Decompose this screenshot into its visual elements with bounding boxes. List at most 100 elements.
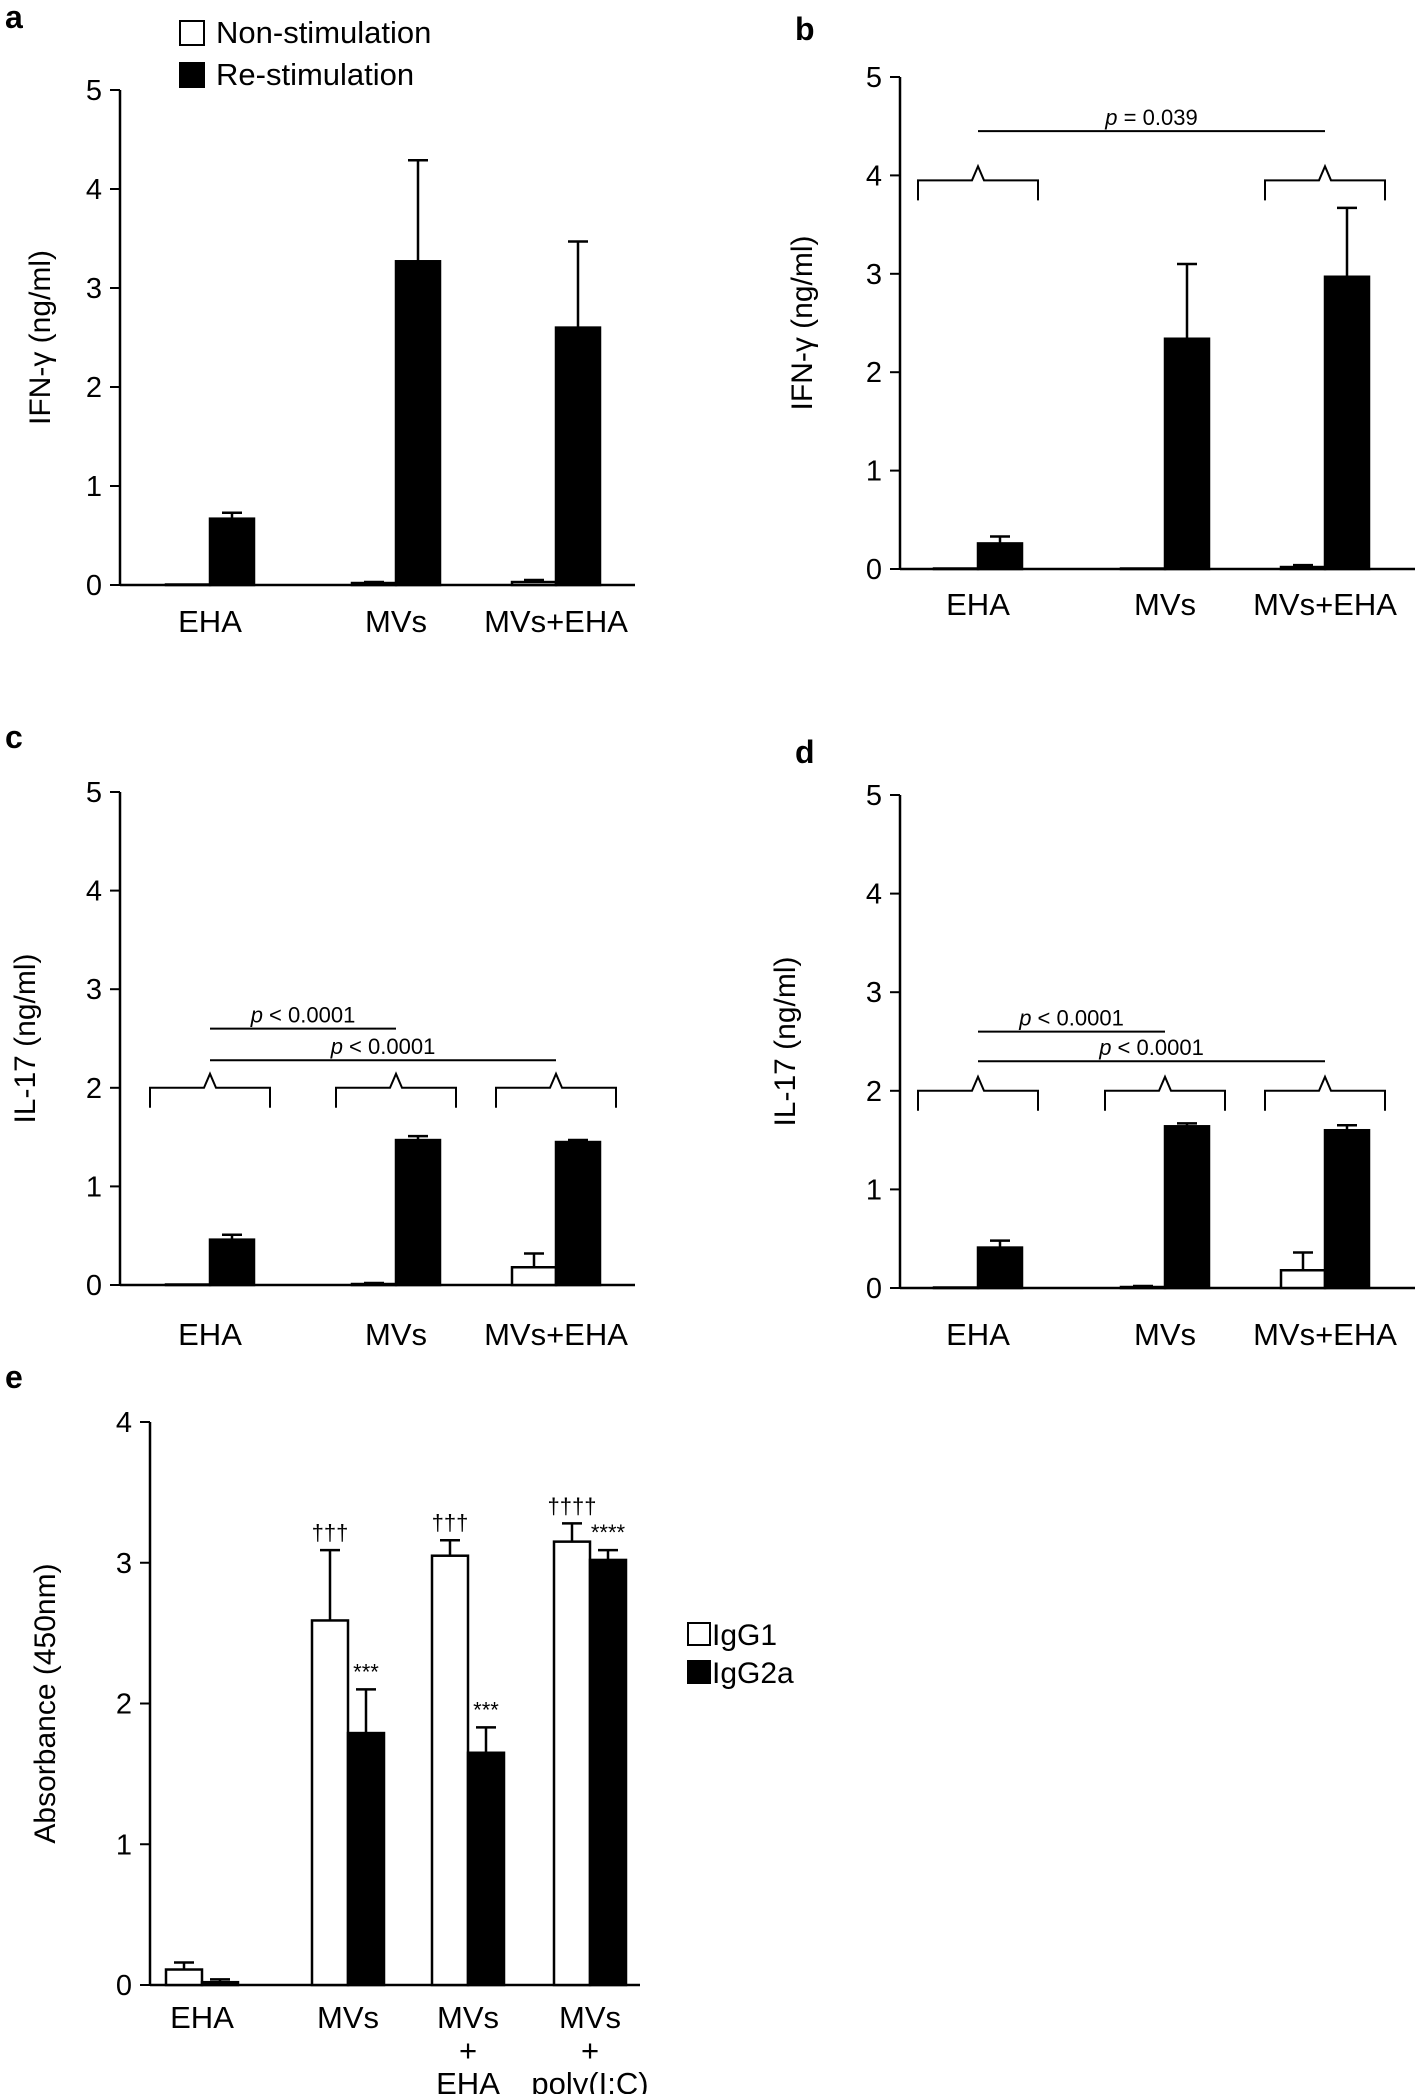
p-value-label: p < 0.0001 [1018, 1006, 1124, 1031]
category-label: EHA [178, 1317, 242, 1352]
bar-igg1 [430, 1554, 470, 1987]
bar-re-stimulation [394, 1138, 442, 1287]
category-label: + [459, 2033, 477, 2068]
legend-swatch [179, 62, 205, 88]
y-tick-label: 1 [866, 456, 882, 488]
y-tick-label: 3 [86, 974, 102, 1006]
bar-re-stimulation [1163, 337, 1211, 571]
bar-non-stimulation [1279, 1269, 1327, 1290]
category-label: MVs [1134, 587, 1196, 622]
significance-mark: ††† [312, 1520, 349, 1545]
category-label: MVs+EHA [1253, 1317, 1397, 1352]
bar-igg1 [552, 1540, 592, 1987]
y-tick-label: 0 [866, 554, 882, 586]
significance-mark: ††† [432, 1510, 469, 1535]
y-tick-label: 5 [86, 777, 102, 809]
bar-non-stimulation [350, 581, 398, 587]
panel-letter: b [795, 11, 815, 47]
significance-mark: *** [353, 1659, 379, 1684]
category-label: + [581, 2033, 599, 2068]
category-label: EHA [178, 604, 242, 639]
y-axis-label: Absorbance (450nm) [29, 1563, 62, 1843]
bar-non-stimulation [932, 567, 980, 571]
category-label: MVs+EHA [1253, 587, 1397, 622]
group-brace [1264, 1074, 1386, 1111]
bar-igg1 [164, 1968, 204, 1987]
y-tick-label: 2 [866, 357, 882, 389]
y-axis-label: IFN-γ (ng/ml) [24, 250, 57, 425]
p-value-label: p < 0.0001 [330, 1034, 436, 1059]
bar-re-stimulation [208, 517, 256, 587]
y-tick-label: 4 [866, 160, 882, 192]
bar-non-stimulation [164, 583, 212, 587]
y-tick-label: 4 [86, 174, 102, 206]
p-value-label: p < 0.0001 [250, 1003, 356, 1028]
group-brace [1104, 1074, 1226, 1111]
y-tick-label: 3 [866, 259, 882, 291]
panel-c: c 0 1 2 3 4 5 IL-17 (ng/ml) EHA MVs MVs+EHA p < 0.0… [5, 719, 635, 1352]
y-tick-label: 5 [866, 780, 882, 812]
panel-letter: a [5, 0, 23, 35]
significance-mark: †††† [548, 1493, 597, 1518]
y-tick-label: 0 [86, 570, 102, 602]
y-tick-label: 4 [116, 1407, 132, 1439]
group-brace [495, 1071, 617, 1108]
y-tick-label: 4 [866, 879, 882, 911]
y-tick-label: 2 [866, 1076, 882, 1108]
category-label: MVs+EHA [484, 1317, 628, 1352]
legend-swatch [179, 20, 205, 46]
p-value-label: p = 0.039 [1104, 105, 1197, 130]
group-brace [335, 1071, 457, 1108]
legend-label: Re-stimulation [216, 57, 414, 92]
category-label: EHA [946, 587, 1010, 622]
bar-igg2a [588, 1558, 628, 1987]
category-label: MVs+EHA [484, 604, 628, 639]
group-brace [149, 1071, 271, 1108]
bar-igg1 [310, 1619, 350, 1987]
panel-a: a 0 1 2 3 4 5 IFN-γ (ng/ml) EHA MVs MVs+EHA Non-sti… [5, 0, 635, 639]
y-axis-label: IFN-γ (ng/ml) [786, 236, 819, 411]
category-label: MVs [1134, 1317, 1196, 1352]
panel-letter: d [795, 734, 815, 770]
group-brace [917, 1074, 1039, 1111]
category-label: EHA [436, 2066, 500, 2094]
significance-mark: *** [473, 1697, 499, 1722]
y-tick-label: 3 [86, 273, 102, 305]
category-label: MVs [365, 604, 427, 639]
significance-mark: **** [591, 1520, 626, 1545]
y-axis-label: IL-17 (ng/ml) [9, 953, 42, 1123]
y-tick-label: 3 [116, 1548, 132, 1580]
legend-swatch [687, 1622, 711, 1646]
group-brace [1264, 163, 1386, 201]
category-label: EHA [946, 1317, 1010, 1352]
panel-e: e 0 1 2 3 4 Absorbance (450nm) EHA ††† *** MVs ††† *… [5, 1359, 794, 2094]
category-label: poly(I:C) [531, 2066, 648, 2094]
y-tick-label: 5 [866, 62, 882, 94]
y-axis-label: IL-17 (ng/ml) [769, 956, 802, 1126]
panel-d: d 0 1 2 3 4 5 IL-17 (ng/ml) EHA MVs MVs+EHA p < 0.0… [769, 734, 1415, 1352]
category-label: MVs [437, 2000, 499, 2035]
category-label: MVs [365, 1317, 427, 1352]
group-brace [917, 163, 1039, 201]
panel-b: b 0 1 2 3 4 5 IFN-γ (ng/ml) EHA MVs MVs+EHA p = 0.0… [786, 11, 1415, 622]
p-value-label: p < 0.0001 [1098, 1035, 1204, 1060]
y-tick-label: 3 [866, 977, 882, 1009]
bar-re-stimulation [976, 1246, 1024, 1290]
y-tick-label: 4 [86, 876, 102, 908]
y-tick-label: 1 [86, 1171, 102, 1203]
y-tick-label: 1 [116, 1829, 132, 1861]
y-tick-label: 1 [86, 471, 102, 503]
bar-re-stimulation [1323, 275, 1371, 571]
y-tick-label: 1 [866, 1174, 882, 1206]
y-tick-label: 0 [116, 1970, 132, 2002]
bar-non-stimulation [932, 1286, 980, 1290]
legend-swatch [687, 1660, 711, 1684]
category-label: MVs [317, 2000, 379, 2035]
panel-letter: c [5, 719, 23, 755]
y-tick-label: 0 [86, 1270, 102, 1302]
bar-re-stimulation [208, 1238, 256, 1287]
bar-non-stimulation [164, 1283, 212, 1287]
bar-igg2a [200, 1980, 240, 1987]
bar-re-stimulation [394, 260, 442, 587]
